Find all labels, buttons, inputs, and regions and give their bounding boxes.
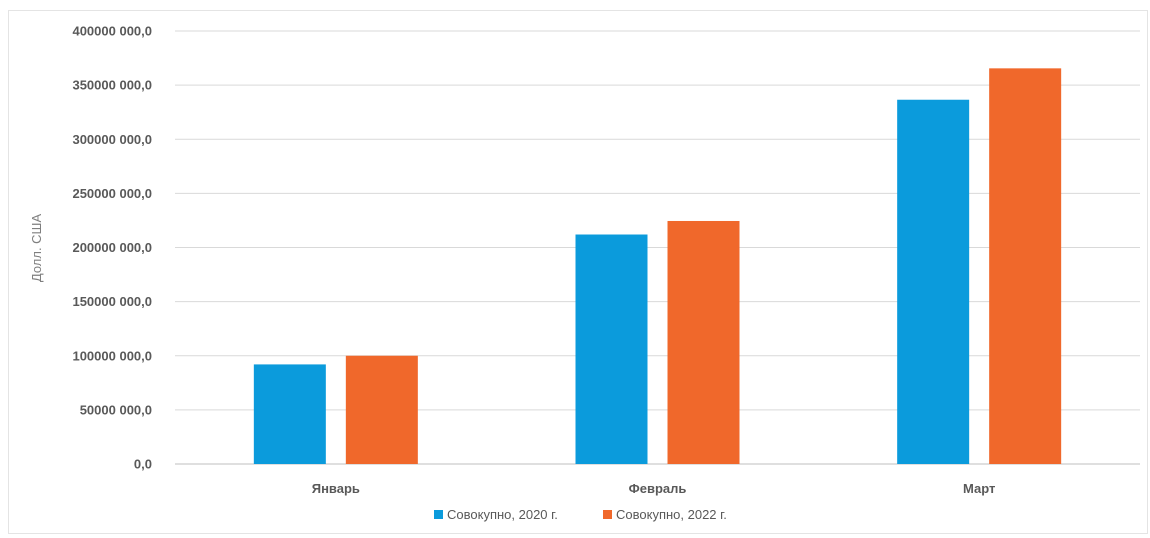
legend-swatch [434,510,443,519]
y-axis-title: Долл. США [29,214,44,283]
x-category-label: Февраль [629,481,687,496]
gridlines [175,30,1140,465]
y-tick-label: 0,0 [134,457,152,472]
legend-label: Совокупно, 2020 г. [447,507,558,522]
chart-frame [8,10,1148,534]
bar [667,220,740,464]
y-tick-label: 100000 000,0 [72,348,152,363]
legend-label: Совокупно, 2022 г. [616,507,727,522]
bar [989,68,1062,464]
x-axis-categories: Январь Февраль Март [312,481,996,496]
y-tick-label: 150000 000,0 [72,294,152,309]
legend: Совокупно, 2020 г. Совокупно, 2022 г. [434,507,727,522]
y-tick-label: 200000 000,0 [72,240,152,255]
bar [345,355,418,464]
bar [575,234,648,464]
y-axis-ticks: 0,0 50000 000,0 100000 000,0 150000 000,0 20… [72,24,152,472]
y-tick-label: 250000 000,0 [72,186,152,201]
legend-swatch [603,510,612,519]
y-tick-label: 300000 000,0 [72,132,152,147]
bar [253,364,326,464]
x-category-label: Январь [312,481,360,496]
bars [253,68,1062,465]
y-tick-label: 350000 000,0 [72,78,152,93]
x-category-label: Март [963,481,995,496]
bar [897,99,970,465]
y-tick-label: 400000 000,0 [72,24,152,39]
y-tick-label: 50000 000,0 [80,402,152,417]
